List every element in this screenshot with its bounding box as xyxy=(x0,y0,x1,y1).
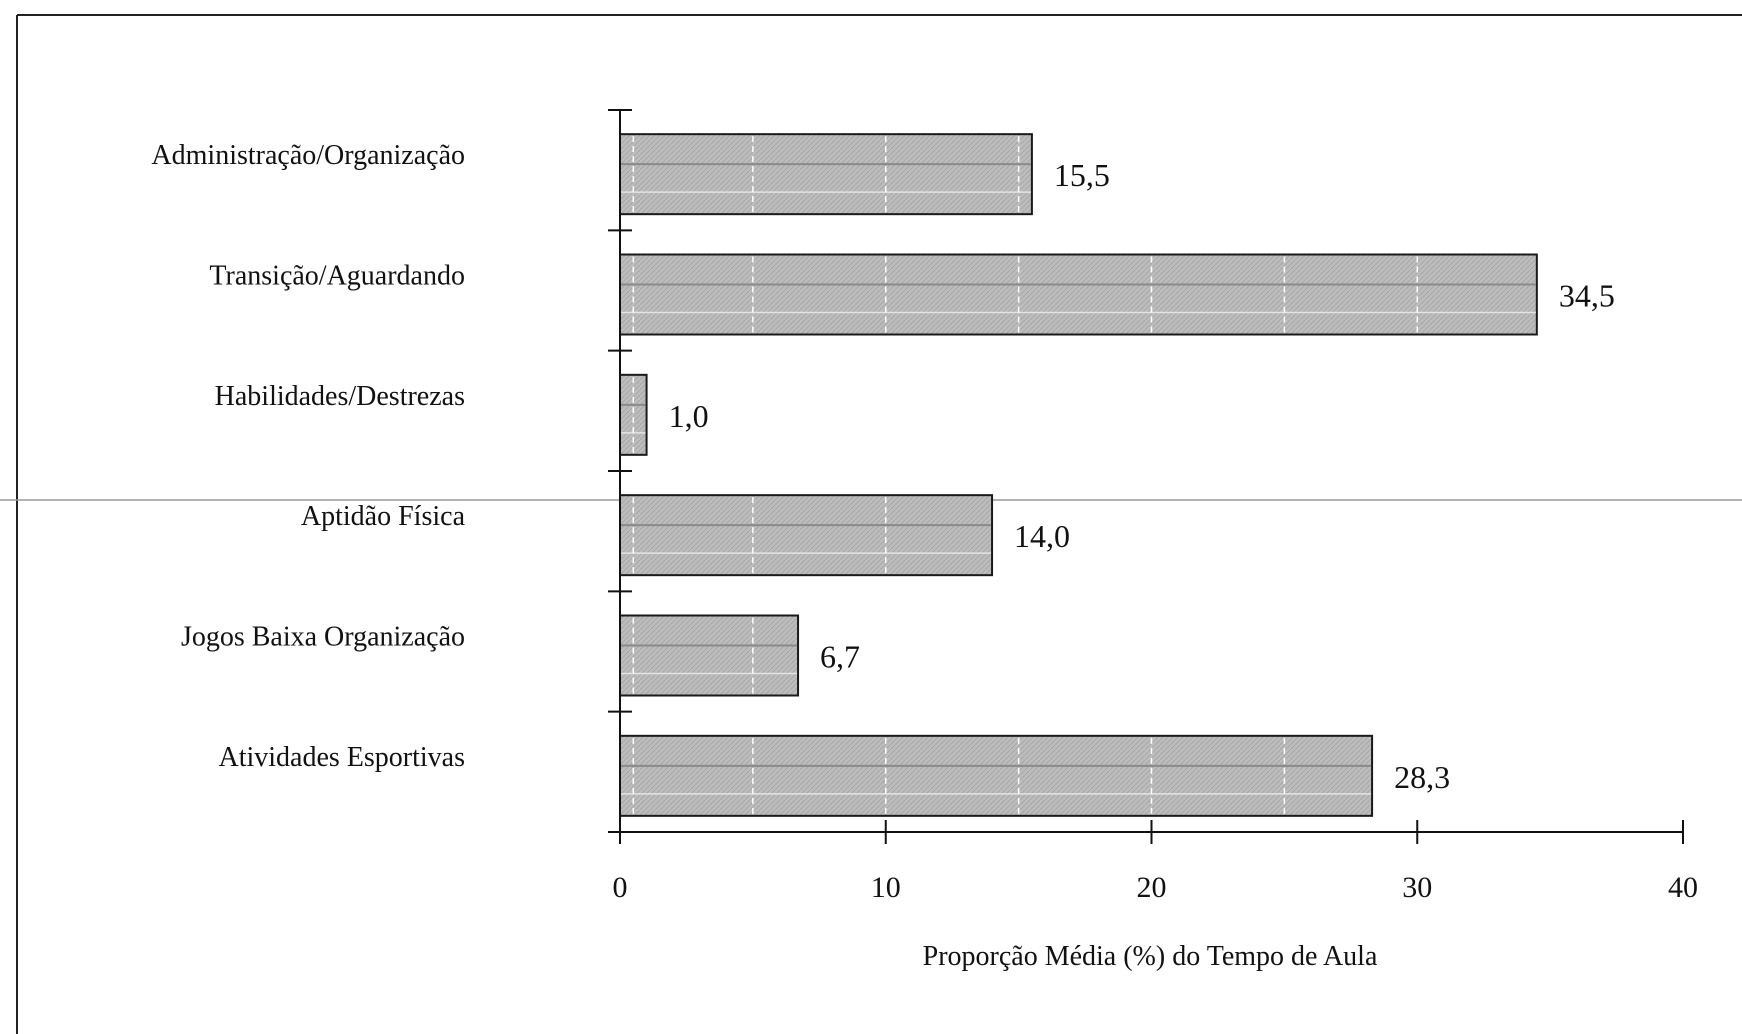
value-label: 6,7 xyxy=(820,639,860,675)
value-label: 28,3 xyxy=(1394,759,1450,795)
bar-texture xyxy=(621,737,1372,814)
labels-layer: Administração/Organização 15,5 Transição/A… xyxy=(151,140,1698,904)
value-label: 14,0 xyxy=(1014,518,1070,554)
x-tick-label: 0 xyxy=(613,871,628,904)
bar xyxy=(619,734,1374,817)
value-label: 15,5 xyxy=(1054,157,1110,193)
x-axis-title: Proporção Média (%) do Tempo de Aula xyxy=(923,941,1378,972)
bar xyxy=(619,494,994,577)
axis-layer xyxy=(608,109,1684,844)
bar xyxy=(619,253,1538,336)
x-tick-label: 20 xyxy=(1137,871,1167,904)
category-label: Habilidades/Destrezas xyxy=(215,381,465,412)
bar xyxy=(619,133,1033,216)
x-tick-label: 40 xyxy=(1668,871,1698,904)
value-label: 34,5 xyxy=(1559,278,1615,314)
x-tick-label: 30 xyxy=(1402,871,1432,904)
category-label: Administração/Organização xyxy=(151,140,465,171)
x-tick-label: 10 xyxy=(871,871,901,904)
bar-texture xyxy=(621,376,646,453)
category-label: Aptidão Física xyxy=(301,501,466,532)
value-label: 1,0 xyxy=(669,398,709,434)
bar-texture xyxy=(621,497,992,574)
bar xyxy=(619,614,800,697)
bar-texture xyxy=(621,617,798,694)
bars-layer xyxy=(619,133,1538,817)
category-label: Jogos Baixa Organização xyxy=(181,622,465,653)
category-label: Transição/Aguardando xyxy=(209,261,465,292)
bar-texture xyxy=(621,136,1031,213)
category-label: Atividades Esportivas xyxy=(218,742,465,773)
bar-texture xyxy=(621,256,1536,333)
